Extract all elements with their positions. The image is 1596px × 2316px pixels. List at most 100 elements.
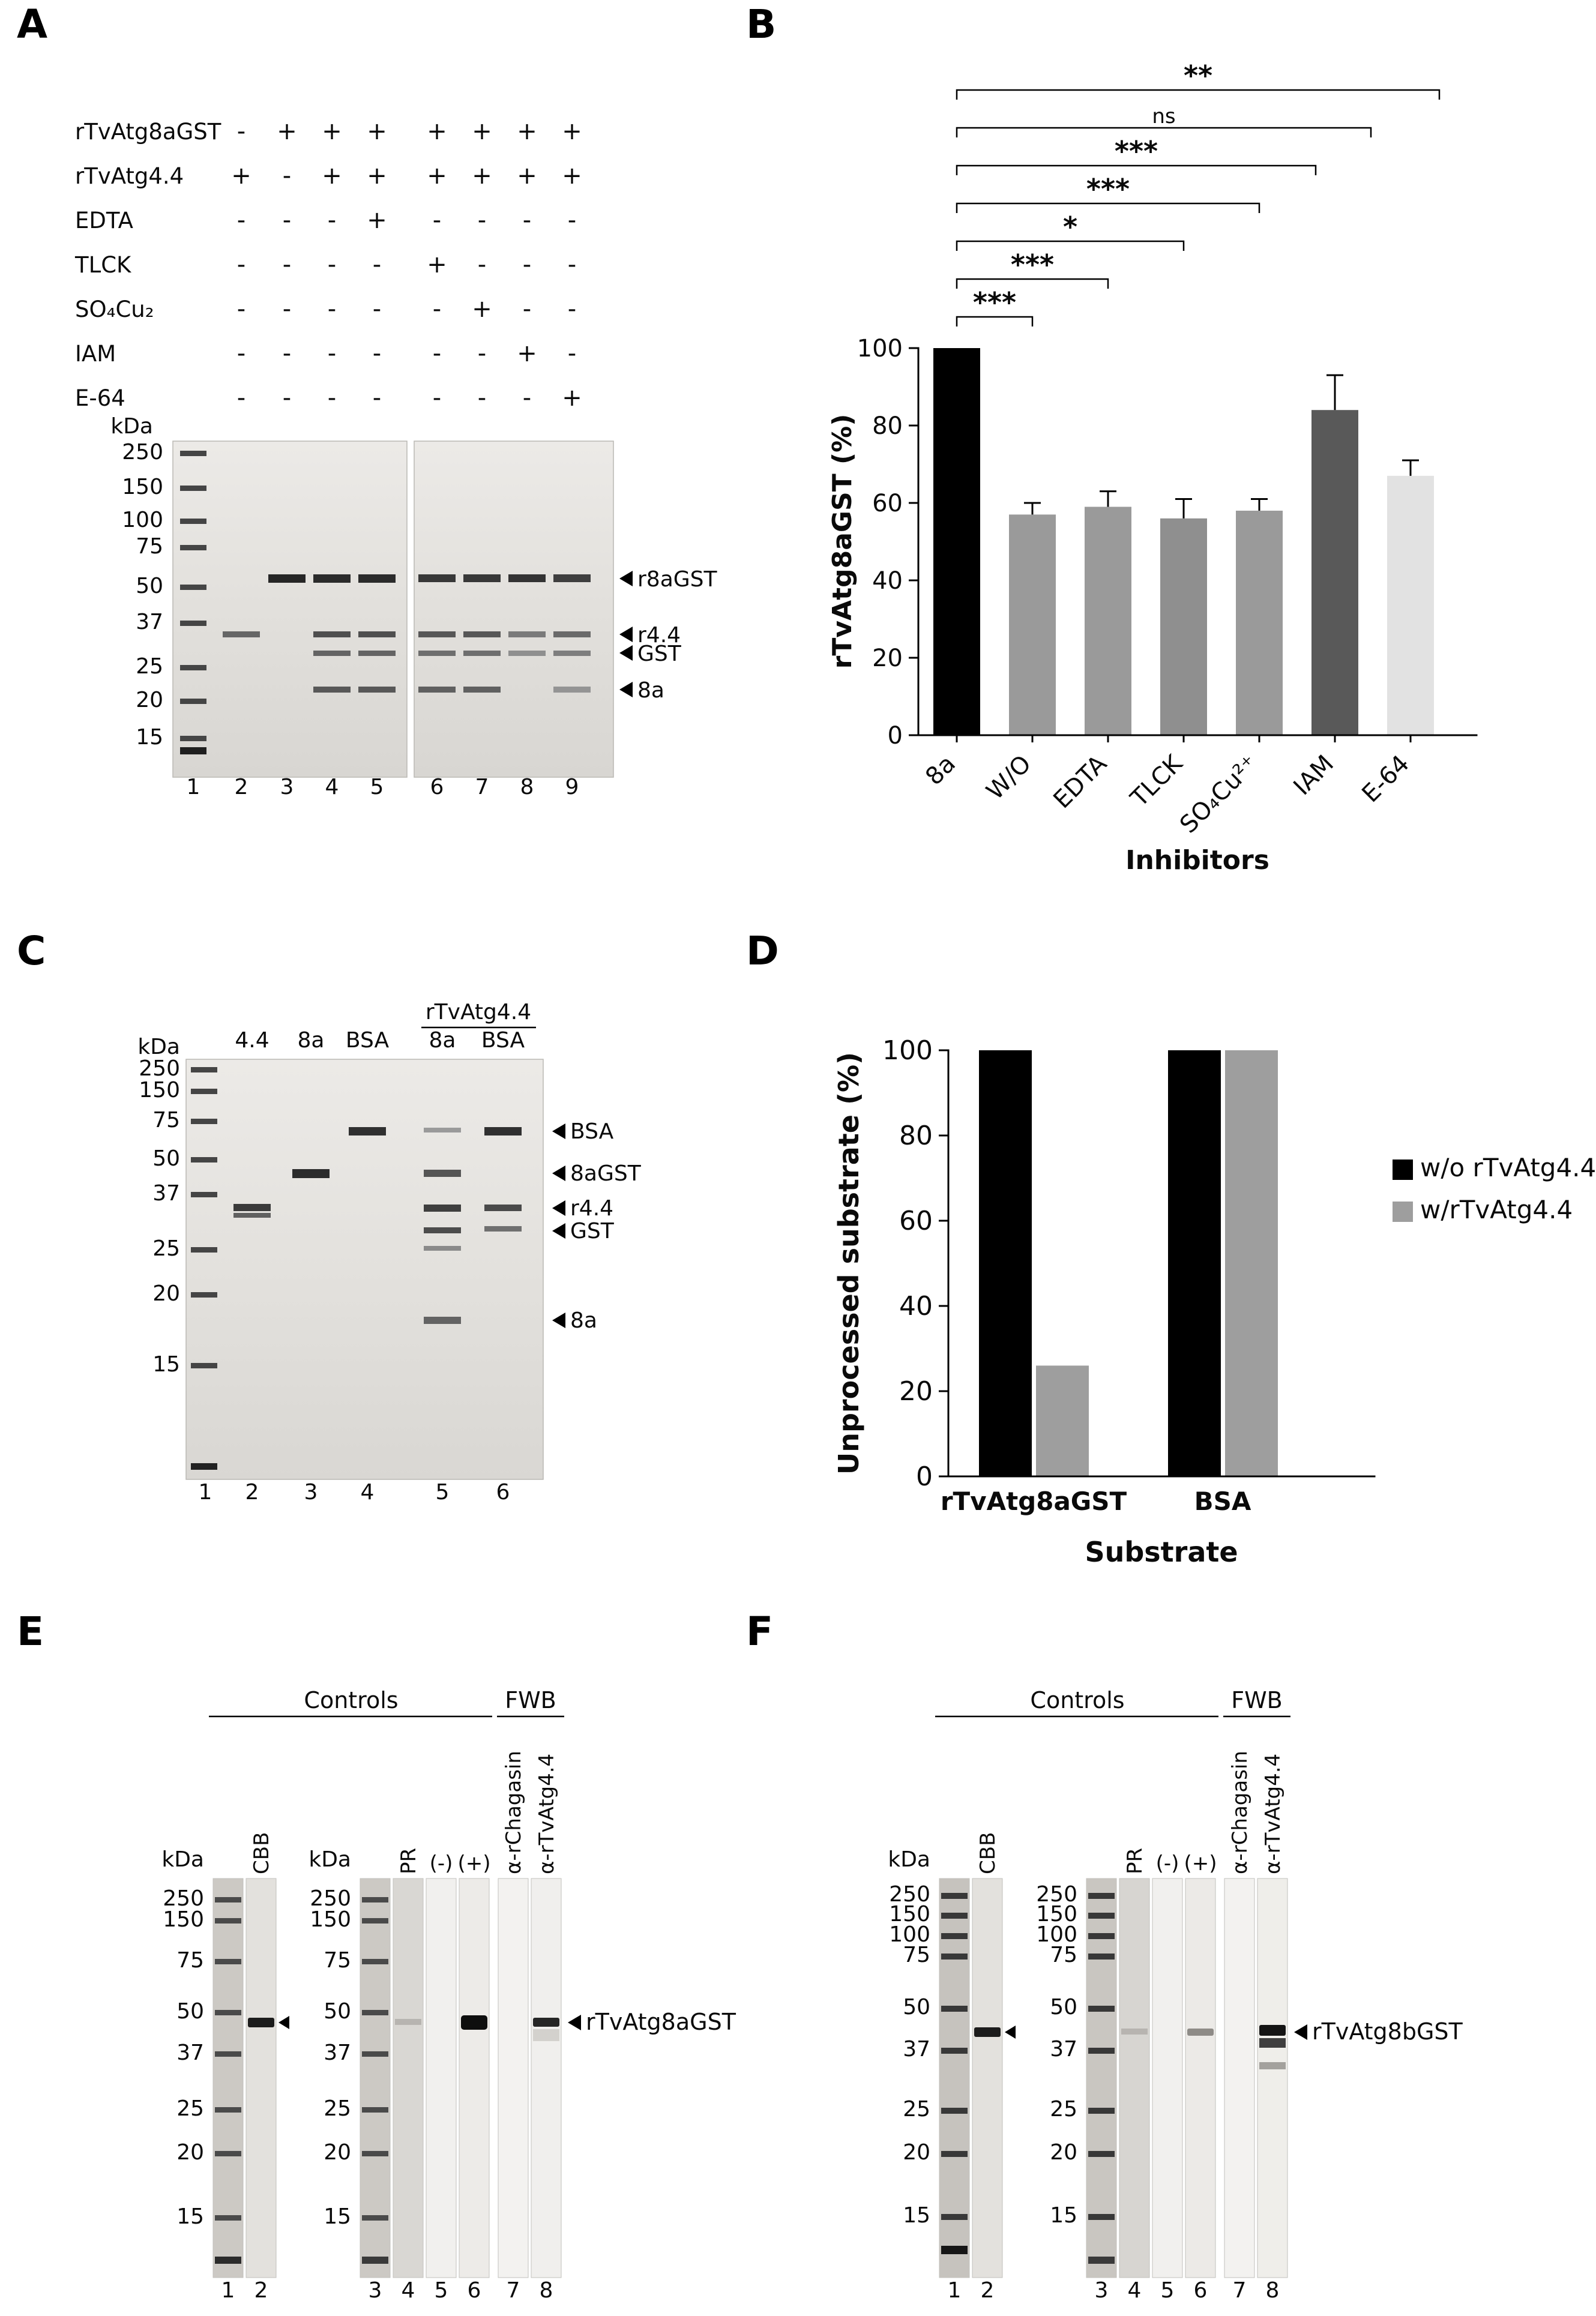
kda-unit-label: kDa [137, 1035, 180, 1059]
sig-label: *** [973, 286, 1016, 319]
gel-right-blot [414, 441, 614, 778]
bar-EDTA [1085, 507, 1131, 735]
lane-number: 8 [520, 775, 534, 799]
y-tick-label: 40 [872, 567, 903, 595]
kda-marker-label: 15 [176, 2204, 204, 2229]
ladder-band [941, 2108, 968, 2114]
condition-sign: - [433, 206, 441, 234]
lane-header-neg: (-) [430, 1851, 453, 1875]
condition-sign: - [237, 384, 245, 412]
condition-sign: - [328, 206, 336, 234]
bar-E-64 [1387, 475, 1434, 735]
kda-marker-label: 37 [176, 2041, 204, 2065]
lane-strips [939, 1878, 1288, 2278]
ladder-band [941, 1954, 968, 1960]
sig-bracket [956, 240, 1185, 251]
lane-header-atg44: α-rTvAtg4.4 [1261, 1754, 1285, 1874]
ladder-band [1088, 2151, 1115, 2157]
condition-name: TLCK [74, 252, 132, 278]
condition-name: SO₄Cu₂ [75, 296, 154, 322]
band-label-8a: 8a [637, 678, 664, 703]
x-tick-label: W/O [981, 750, 1037, 805]
fwb-header: FWB [505, 1687, 556, 1713]
ladder-band [215, 1897, 241, 1902]
ladder-band [215, 2107, 241, 2113]
ladder-band [180, 585, 206, 590]
kda-marker-label: 75 [903, 1943, 930, 1967]
ladder-band [180, 486, 206, 491]
lane-header: 8a [429, 1028, 456, 1053]
lane-header: 4.4 [235, 1028, 269, 1053]
condition-sign: - [328, 340, 336, 367]
condition-sign: - [283, 384, 291, 412]
ladder-band [362, 2215, 388, 2221]
category-label: rTvAtg8aGST [941, 1487, 1127, 1516]
arrow-icon [619, 682, 633, 697]
condition-sign: - [478, 384, 486, 412]
condition-sign: + [562, 162, 582, 190]
kda-unit-label: kDa [309, 1847, 351, 1872]
band-label: rTvAtg8bGST [1312, 2018, 1463, 2045]
x-tick-label: TLCK [1125, 749, 1188, 813]
ladder-band [215, 2051, 241, 2057]
condition-sign: + [517, 340, 537, 367]
fwb-header: FWB [1231, 1687, 1283, 1713]
y-tick-label: 40 [899, 1291, 933, 1322]
ladder-band [1088, 2108, 1115, 2114]
condition-sign: + [367, 162, 387, 190]
condition-sign: - [433, 340, 441, 367]
kda-marker-label: 150 [122, 475, 163, 499]
ladder-band [191, 1157, 217, 1163]
kda-marker-label: 75 [1050, 1943, 1077, 1967]
bar-W/O [1009, 514, 1056, 735]
kda-marker-label: 250 [310, 1886, 351, 1911]
kda-marker-label: 25 [176, 2096, 204, 2121]
kda-marker-label: 20 [176, 2140, 204, 2165]
kda-marker-label: 250 [163, 1886, 204, 1911]
panel-label-a: A [17, 1, 48, 47]
condition-sign: - [237, 340, 245, 367]
condition-sign: - [478, 340, 486, 367]
ladder-band [1088, 2214, 1115, 2220]
kda-marker-label: 20 [324, 2140, 351, 2165]
arrow-icon [568, 2015, 581, 2030]
panel-e-blot: Controls FWB CBB PR (-) (+) α-rChagasin … [161, 1687, 736, 2303]
condition-sign: - [523, 251, 531, 278]
condition-name: rTvAtg4.4 [75, 163, 184, 189]
lane-headers: 4.4 8a BSA 8a BSA [235, 1028, 525, 1053]
band-label-r8agst: r8aGST [637, 567, 718, 592]
kda-marker-label: 250 [122, 440, 163, 465]
lane-number: 1 [187, 775, 200, 799]
condition-sign: + [517, 162, 537, 190]
lane-headers: CBB PR (-) (+) α-rChagasin α-rTvAtg4.4 [976, 1751, 1285, 1875]
condition-sign: - [237, 206, 245, 234]
ladder-band [180, 451, 206, 456]
kda-marker-label: 100 [122, 508, 163, 532]
condition-sign: - [237, 295, 245, 323]
gel-left-blot [172, 441, 408, 778]
condition-sign: - [283, 251, 291, 278]
sig-bracket [956, 164, 1317, 175]
ladder-band [1088, 1913, 1115, 1919]
lane-header-pr: PR [1123, 1848, 1147, 1874]
panel-label-c: C [17, 928, 46, 974]
kda-marker-label: 37 [136, 610, 163, 634]
x-tick-label: E-64 [1357, 750, 1415, 808]
lane-header: BSA [481, 1028, 525, 1053]
condition-sign: + [472, 162, 492, 190]
arrow-icon [279, 2016, 289, 2029]
lane-number: 7 [1233, 2278, 1247, 2303]
lane-number: 6 [496, 1480, 510, 1505]
kda-marker-label: 100 [1036, 1922, 1077, 1947]
gel-blot [185, 1059, 544, 1480]
axis-ticks: 0 20 40 60 80 100 [882, 1035, 948, 1492]
arrow-icon [552, 1166, 565, 1181]
x-tick-label: 8a [920, 750, 961, 791]
condition-sign: + [231, 162, 251, 190]
lane-number: 3 [304, 1480, 318, 1505]
ladder-band [191, 1119, 217, 1124]
arrow-icon [1294, 2024, 1307, 2040]
condition-sign: + [322, 162, 342, 190]
bar-rTvAtg8aGST-1 [1036, 1365, 1089, 1476]
